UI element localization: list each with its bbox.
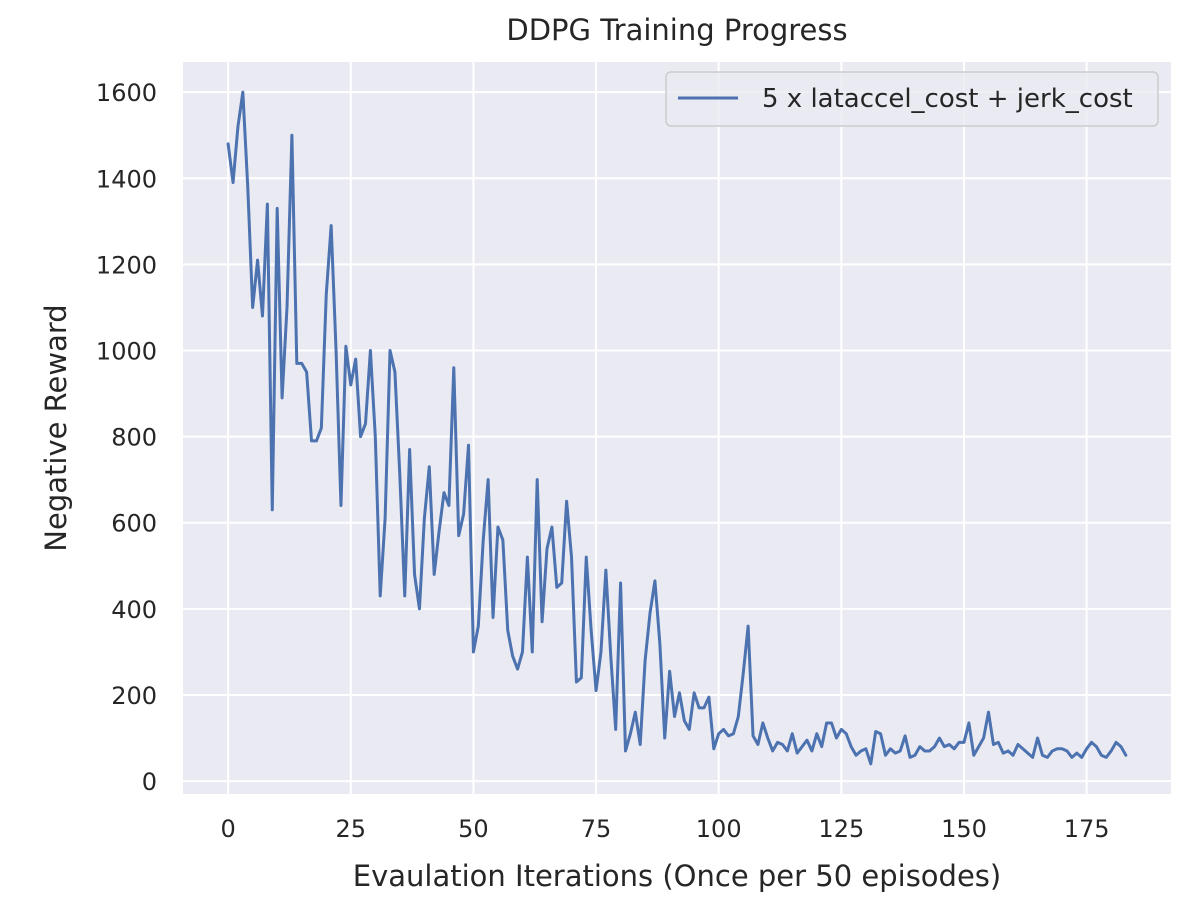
y-tick-label: 1000	[96, 337, 157, 365]
x-tick-label: 0	[220, 815, 235, 843]
chart-title: DDPG Training Progress	[506, 13, 847, 47]
x-axis-label: Evaulation Iterations (Once per 50 episo…	[353, 859, 1001, 893]
x-axis-ticks: 0 25 50 75 100 125 150 175	[220, 815, 1109, 843]
x-tick-label: 175	[1064, 815, 1110, 843]
y-tick-label: 1200	[96, 251, 157, 279]
series-line-0	[226, 90, 1128, 766]
series-lines	[226, 90, 1128, 766]
legend-box	[665, 71, 1159, 127]
y-axis-ticks: 0 200 400 600 800 1000 1200 1400 1600	[96, 79, 157, 796]
plot-background	[183, 62, 1171, 794]
y-tick-label: 1600	[96, 79, 157, 107]
x-tick-label: 100	[696, 815, 742, 843]
x-tick-label: 150	[941, 815, 987, 843]
x-tick-label: 75	[581, 815, 612, 843]
y-tick-label: 600	[111, 510, 157, 538]
legend: 5 x lataccel_cost + jerk_cost	[665, 71, 1159, 127]
x-tick-label: 25	[336, 815, 367, 843]
y-tick-label: 800	[111, 424, 157, 452]
y-tick-label: 400	[111, 596, 157, 624]
y-tick-label: 1400	[96, 165, 157, 193]
y-tick-label: 0	[142, 768, 157, 796]
x-tick-label: 50	[458, 815, 489, 843]
y-tick-label: 200	[111, 682, 157, 710]
legend-label: 5 x lataccel_cost + jerk_cost	[762, 84, 1133, 114]
y-axis-label: Negative Reward	[39, 304, 73, 551]
x-tick-label: 125	[818, 815, 864, 843]
